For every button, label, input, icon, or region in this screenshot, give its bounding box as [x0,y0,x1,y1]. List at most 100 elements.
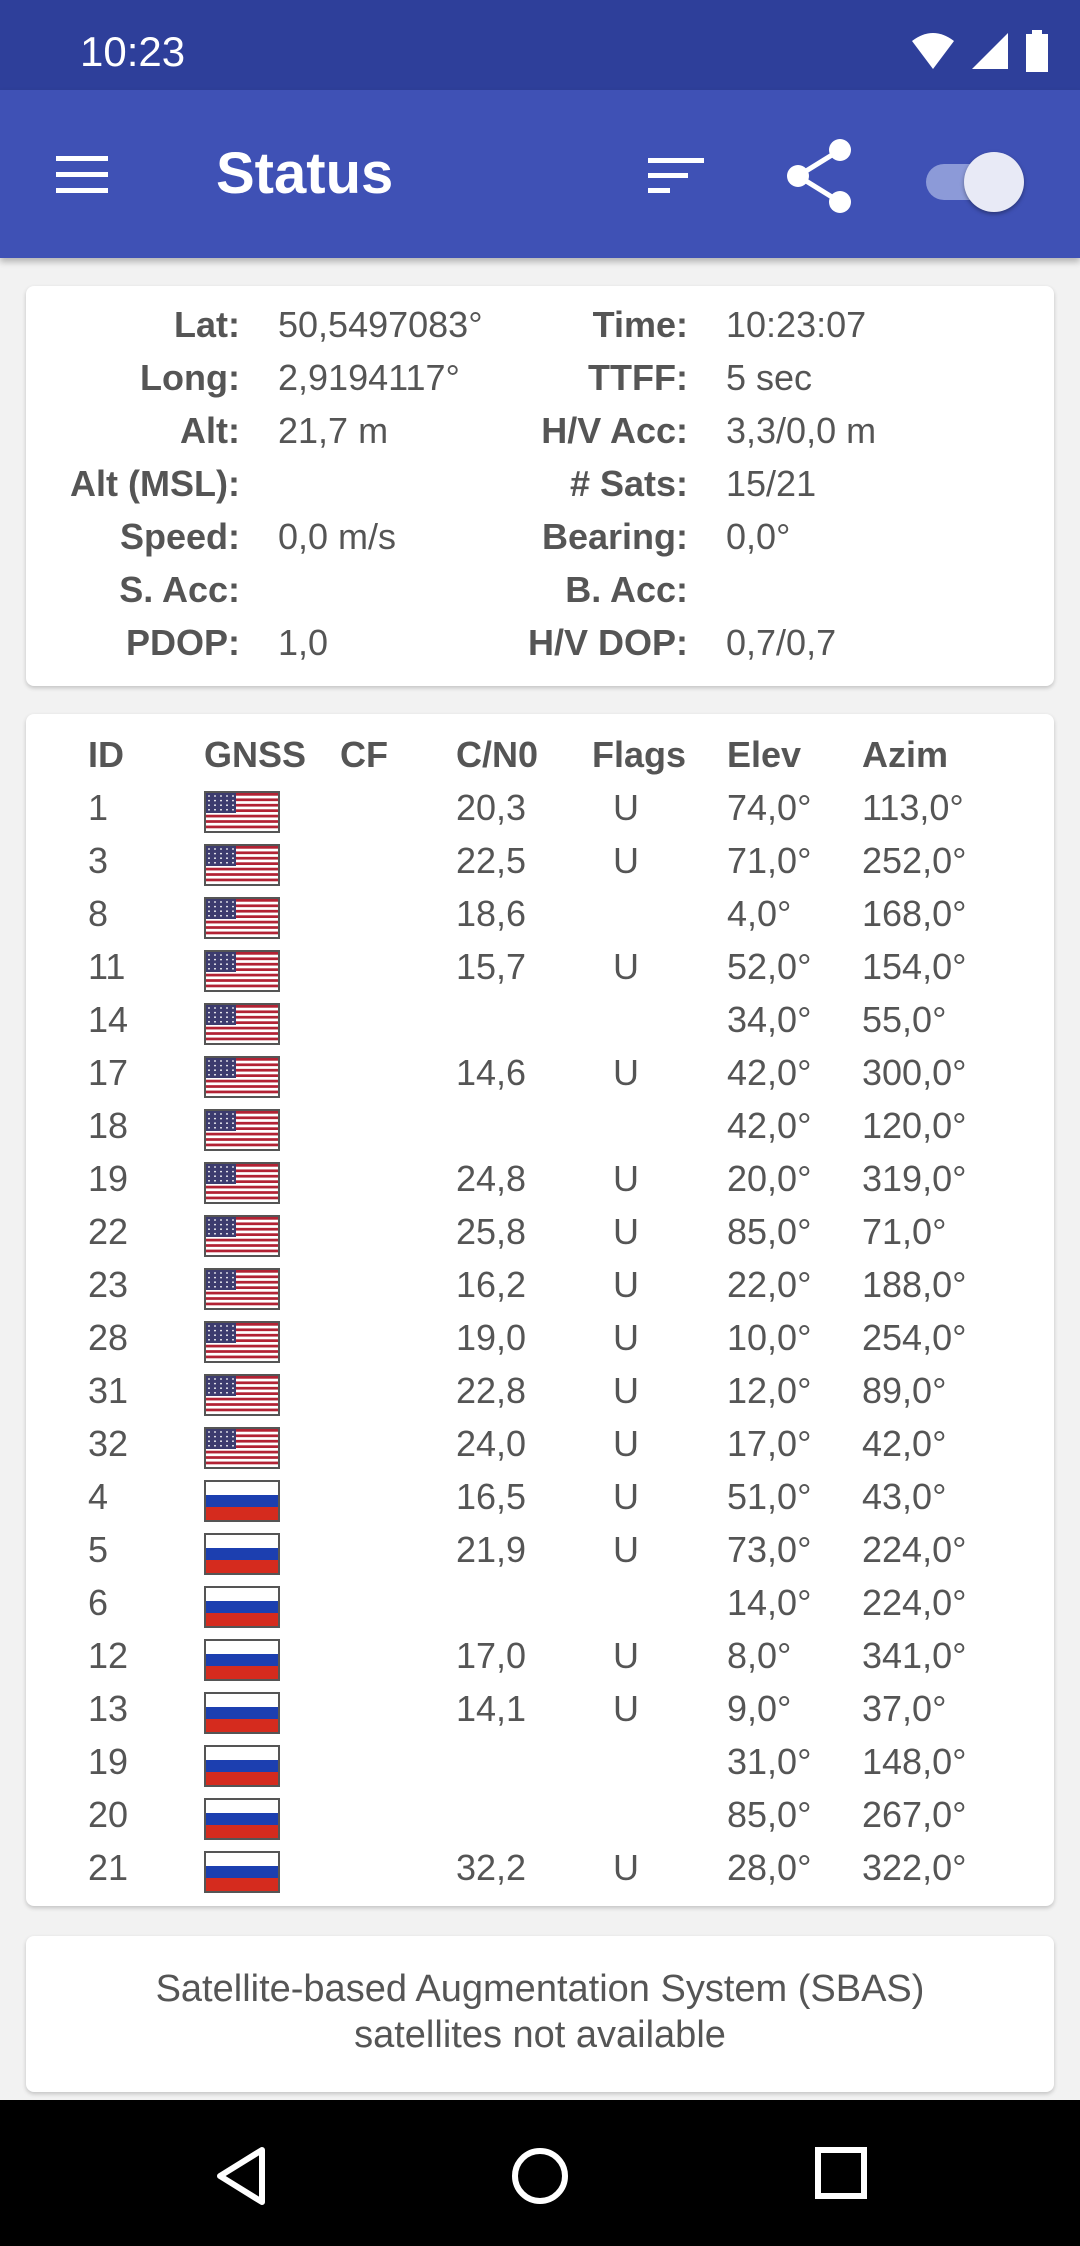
header-cf: CF [340,734,388,775]
location-row: Speed: 0,0 m/s Bearing: 0,0° [26,516,1054,569]
sort-icon[interactable] [646,154,706,198]
sbas-message-line1: Satellite-based Augmentation System (SBA… [155,1968,925,2010]
satellite-id: 3 [88,840,109,881]
header-id: ID [88,734,124,775]
satellite-cn0: 16,5 [456,1476,527,1517]
table-row: 18 42,0° 120,0° [26,1105,1054,1158]
gps-flag-icon [204,1268,280,1310]
satellite-id: 17 [88,1052,129,1093]
satellite-azim: 254,0° [862,1317,967,1358]
satellite-cn0: 21,9 [456,1529,527,1570]
satellite-flags: U [613,787,639,828]
satellite-cn0: 24,8 [456,1158,527,1199]
app-bar: Status [0,90,1080,258]
page-title: Status [216,141,394,206]
header-elev: Elev [727,734,802,775]
satellite-table-header: ID GNSS CF C/N0 Flags Elev Azim [26,734,1054,786]
satellite-elev: 34,0° [727,999,812,1040]
glonass-flag-icon [204,1480,280,1522]
satellite-id: 14 [88,999,129,1040]
gps-flag-icon [204,1215,280,1257]
status-bar: 10:23 [0,0,1080,90]
glonass-flag-icon [204,1692,280,1734]
satellite-flags: U [613,1370,639,1411]
satellite-elev: 74,0° [727,787,812,828]
satellite-azim: 113,0° [862,787,964,828]
location-label: Time: [592,304,688,345]
satellite-id: 23 [88,1264,129,1305]
location-label: Alt: [180,410,240,451]
satellite-elev: 51,0° [727,1476,812,1517]
satellite-flags: U [613,1264,639,1305]
satellite-id: 32 [88,1423,129,1464]
location-value: 3,3/0,0 m [726,410,877,451]
satellite-azim: 224,0° [862,1529,967,1570]
satellite-elev: 31,0° [727,1741,812,1782]
back-icon[interactable] [214,2146,268,2206]
location-card: Lat: 50,5497083° Time: 10:23:07 Long: 2,91941… [26,286,1054,686]
table-row: 17 14,6 U 42,0° 300,0° [26,1052,1054,1105]
satellite-flags: U [613,840,639,881]
satellite-id: 19 [88,1741,129,1782]
location-value: 0,0° [726,516,791,557]
satellite-cn0: 14,1 [456,1688,527,1729]
location-value: 2,9194117° [278,357,460,398]
satellite-cn0: 17,0 [456,1635,527,1676]
satellite-cn0: 15,7 [456,946,527,987]
battery-icon [1026,30,1048,72]
satellite-elev: 14,0° [727,1582,812,1623]
gps-flag-icon [204,1321,280,1363]
header-cn0: C/N0 [456,734,539,775]
satellite-id: 18 [88,1105,129,1146]
satellite-id: 6 [88,1582,109,1623]
location-label: PDOP: [125,622,240,663]
satellite-cn0: 25,8 [456,1211,527,1252]
satellite-flags: U [613,1158,639,1199]
satellite-id: 20 [88,1794,129,1835]
satellite-id: 5 [88,1529,109,1570]
satellite-azim: 89,0° [862,1370,947,1411]
tracking-toggle[interactable] [926,148,1024,212]
satellite-id: 4 [88,1476,109,1517]
satellite-azim: 224,0° [862,1582,967,1623]
table-row: 31 22,8 U 12,0° 89,0° [26,1370,1054,1423]
satellite-elev: 17,0° [727,1423,812,1464]
table-row: 11 15,7 U 52,0° 154,0° [26,946,1054,999]
satellite-elev: 9,0° [727,1688,792,1729]
satellite-azim: 120,0° [862,1105,967,1146]
menu-icon[interactable] [52,152,112,196]
toggle-knob [964,152,1024,212]
wifi-icon [912,33,954,69]
table-row: 22 25,8 U 85,0° 71,0° [26,1211,1054,1264]
location-row: Alt: 21,7 m H/V Acc: 3,3/0,0 m [26,410,1054,463]
home-icon[interactable] [510,2146,570,2206]
table-row: 23 16,2 U 22,0° 188,0° [26,1264,1054,1317]
recents-icon[interactable] [814,2146,868,2200]
satellite-id: 28 [88,1317,129,1358]
satellite-cn0: 20,3 [456,787,527,828]
location-label: Lat: [174,304,240,345]
satellite-elev: 4,0° [727,893,792,934]
satellite-flags: U [613,1529,639,1570]
glonass-flag-icon [204,1745,280,1787]
satellite-id: 1 [88,787,109,828]
satellite-elev: 85,0° [727,1794,812,1835]
satellite-azim: 188,0° [862,1264,967,1305]
gps-flag-icon [204,1109,280,1151]
satellite-elev: 10,0° [727,1317,812,1358]
satellite-id: 11 [88,946,126,987]
glonass-flag-icon [204,1851,280,1893]
satellite-id: 31 [88,1370,129,1411]
location-label: Speed: [119,516,240,557]
share-icon[interactable] [784,138,856,214]
satellite-azim: 300,0° [862,1052,967,1093]
table-row: 28 19,0 U 10,0° 254,0° [26,1317,1054,1370]
satellite-cn0: 22,5 [456,840,527,881]
location-label: Bearing: [541,516,688,557]
gps-flag-icon [204,1374,280,1416]
table-row: 21 32,2 U 28,0° 322,0° [26,1847,1054,1900]
satellite-elev: 42,0° [727,1105,812,1146]
sbas-message: Satellite-based Augmentation System (SBA… [26,1966,1054,2058]
satellite-elev: 20,0° [727,1158,812,1199]
gps-flag-icon [204,897,280,939]
